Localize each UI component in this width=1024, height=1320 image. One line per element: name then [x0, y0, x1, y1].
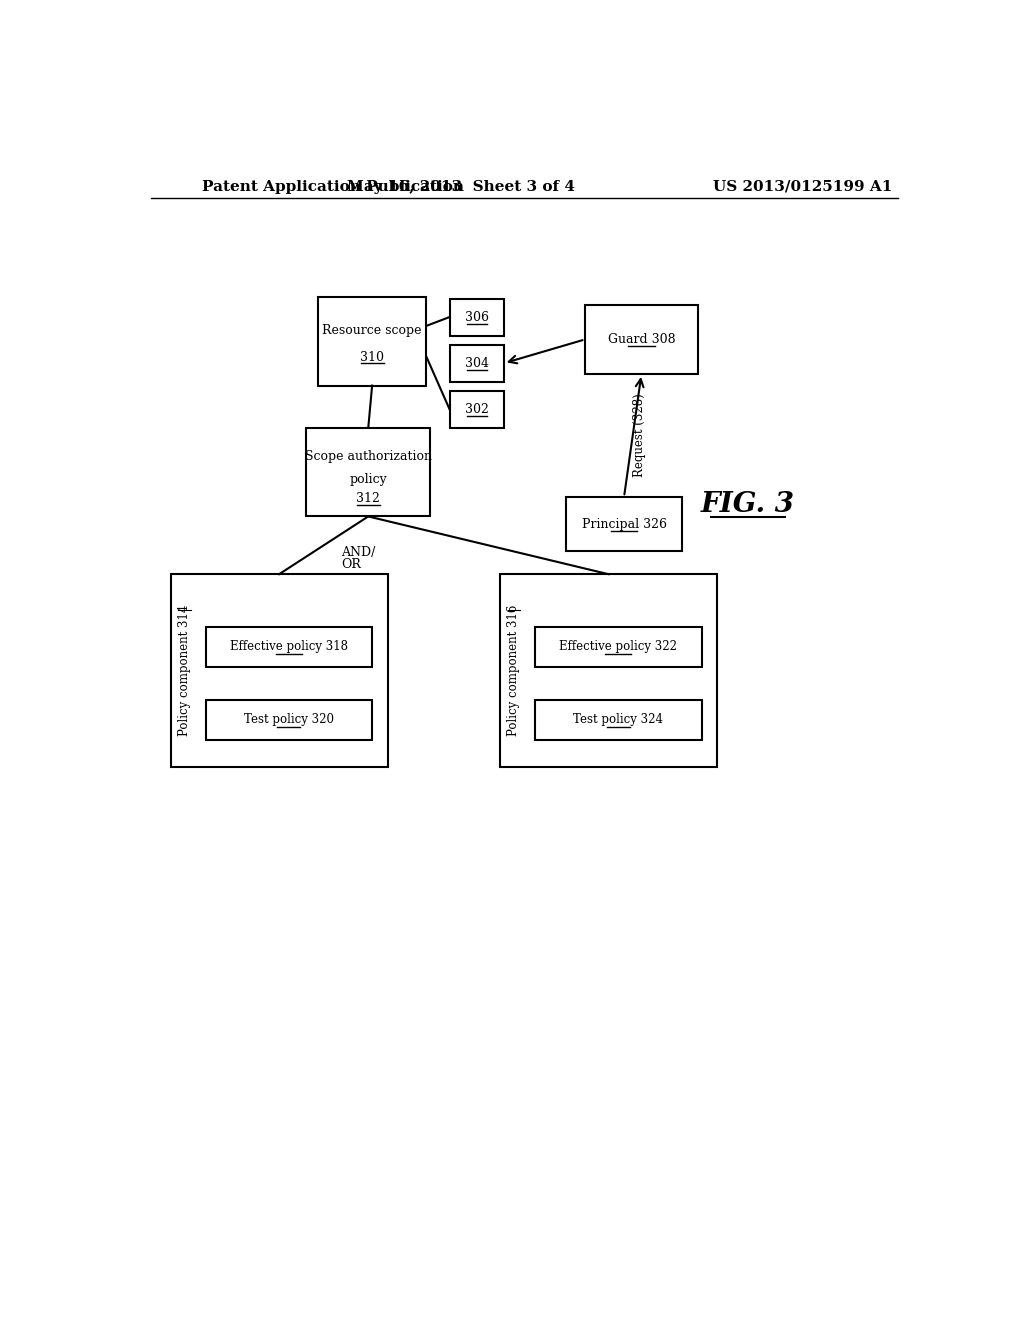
Text: OR: OR: [341, 558, 361, 572]
Bar: [450, 345, 504, 381]
Text: 312: 312: [356, 492, 380, 506]
Text: US 2013/0125199 A1: US 2013/0125199 A1: [713, 180, 892, 194]
Bar: [500, 574, 717, 767]
Bar: [171, 574, 388, 767]
Text: Request (328): Request (328): [633, 393, 646, 478]
Text: FIG. 3: FIG. 3: [701, 491, 795, 519]
Text: Patent Application Publication: Patent Application Publication: [202, 180, 464, 194]
Text: 304: 304: [465, 356, 488, 370]
Text: Test policy 320: Test policy 320: [244, 713, 334, 726]
Bar: [535, 627, 701, 667]
Bar: [450, 298, 504, 335]
Text: May 16, 2013  Sheet 3 of 4: May 16, 2013 Sheet 3 of 4: [347, 180, 575, 194]
Text: AND/: AND/: [341, 546, 376, 560]
Text: Principal 326: Principal 326: [582, 517, 667, 531]
Text: Policy component 314: Policy component 314: [178, 605, 191, 737]
Bar: [206, 700, 372, 739]
Text: Effective policy 322: Effective policy 322: [559, 640, 677, 653]
Bar: [586, 305, 697, 374]
Bar: [206, 627, 372, 667]
Text: Effective policy 318: Effective policy 318: [229, 640, 348, 653]
Bar: [535, 700, 701, 739]
Text: Policy component 316: Policy component 316: [508, 605, 520, 737]
Text: 310: 310: [360, 351, 384, 364]
Text: 306: 306: [465, 310, 488, 323]
Text: Resource scope: Resource scope: [323, 325, 422, 337]
Text: Guard 308: Guard 308: [607, 333, 675, 346]
Bar: [566, 498, 682, 552]
Text: Test policy 324: Test policy 324: [573, 713, 664, 726]
Text: policy: policy: [349, 473, 387, 486]
Bar: [317, 297, 426, 385]
Text: Scope authorization: Scope authorization: [305, 450, 432, 463]
Bar: [450, 391, 504, 428]
Text: 302: 302: [465, 403, 488, 416]
Bar: [306, 428, 430, 516]
